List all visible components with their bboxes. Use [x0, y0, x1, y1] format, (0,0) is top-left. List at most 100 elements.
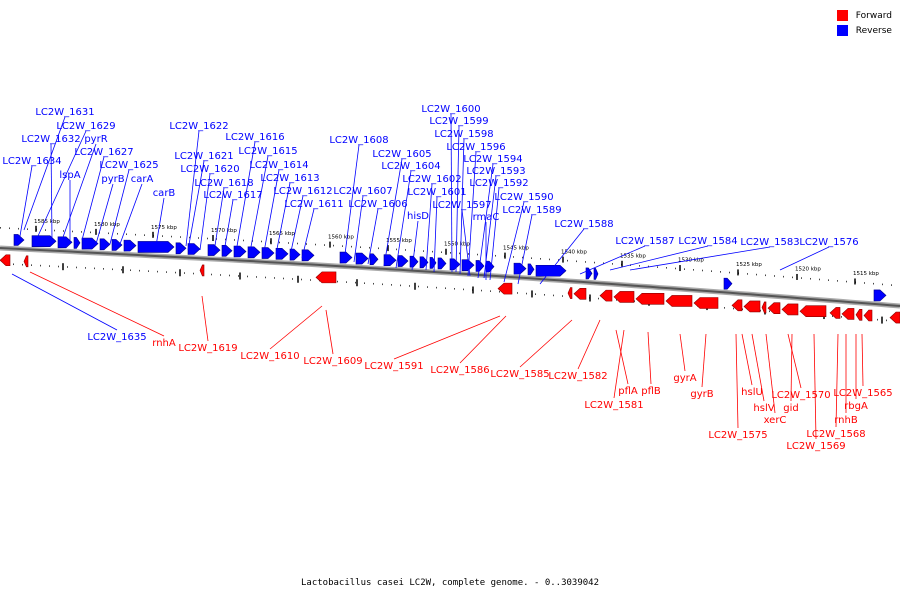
reverse-gene-label-leader [223, 199, 234, 253]
upper-tick [540, 257, 541, 260]
reverse-gene-label: LC2W_1617 [203, 190, 262, 201]
reverse-gene-label-leader [249, 155, 269, 253]
upper-tick [702, 269, 703, 272]
lower-tick [229, 274, 230, 277]
upper-tick [117, 232, 118, 235]
forward-gene-label-leader [577, 319, 601, 370]
upper-tick [756, 273, 757, 276]
lower-tick [337, 280, 338, 283]
upper-tick [828, 279, 829, 281]
upper-tick [9, 227, 10, 230]
upper-tick [675, 267, 676, 270]
scale-label: 1535 kbp [620, 253, 646, 259]
reverse-gene-arrow [593, 268, 599, 280]
reverse-gene-arrow [13, 234, 25, 246]
lower-tick [391, 284, 392, 286]
lower-tick [445, 287, 446, 290]
reverse-gene-label: LC2W_1592 [469, 178, 528, 189]
forward-gene-arrow [573, 287, 587, 300]
forward-gene-arrow [665, 295, 693, 307]
legend-forward-label: Forward [855, 10, 892, 21]
lower-tick [85, 267, 86, 269]
reverse-gene-label: carA [131, 174, 154, 185]
forward-gene-label: rbgA [844, 401, 868, 412]
forward-gene-label: LC2W_1581 [584, 400, 643, 411]
reverse-gene-label-leader [213, 187, 225, 253]
reverse-gene-label: LC2W_1589 [502, 205, 561, 216]
reverse-gene-label: LC2W_1606 [348, 199, 407, 210]
forward-gene-label: xerC [764, 415, 787, 426]
reverse-gene-arrow [233, 245, 247, 258]
upper-tick [558, 259, 559, 261]
reverse-gene-label: LC2W_1631 [35, 107, 94, 118]
upper-tick [522, 256, 523, 259]
upper-tick [225, 238, 226, 241]
forward-gene-arrow [829, 307, 841, 319]
lower-tick [58, 265, 59, 268]
reverse-gene-label: LC2W_1600 [421, 104, 480, 115]
lower-tick [562, 295, 563, 297]
reverse-gene-arrow [369, 253, 379, 266]
reverse-gene-label-leader [425, 183, 433, 271]
reverse-gene-label: LC2W_1634 [2, 156, 61, 167]
reverse-gene-label: LC2W_1632 [21, 134, 80, 145]
legend-reverse: Reverse [836, 23, 892, 38]
reverse-gene-label: LC2W_1620 [180, 164, 239, 175]
lower-tick [40, 264, 41, 267]
genome-backbone-shadow [0, 245, 900, 309]
forward-gene-label: pflA [618, 386, 638, 397]
upper-tick [18, 227, 19, 230]
scale-label: 1545 kbp [503, 245, 529, 251]
lower-tick [616, 299, 617, 301]
reverse-gene-arrow [485, 260, 495, 273]
upper-tick [549, 258, 550, 261]
scale-label: 1580 kbp [94, 222, 120, 228]
reverse-gene-arrow [261, 247, 275, 259]
lower-tick [490, 290, 491, 292]
upper-tick [333, 244, 334, 247]
reverse-gene-arrow [527, 263, 535, 276]
forward-gene-label: LC2W_1586 [430, 365, 489, 376]
upper-tick [108, 232, 109, 235]
reverse-gene-arrow [73, 237, 81, 249]
reverse-gene-arrow [461, 259, 475, 271]
reverse-gene-label-leader [50, 143, 53, 241]
lower-tick [292, 278, 293, 280]
lower-tick [427, 286, 428, 288]
forward-gene-arrow [497, 282, 513, 295]
upper-tick [729, 271, 730, 274]
reverse-gene-arrow [275, 248, 289, 260]
lower-tick [211, 273, 212, 276]
upper-tick [252, 240, 253, 242]
reverse-gene-label-leader [109, 169, 130, 245]
forward-gene-label-leader [679, 333, 686, 372]
reverse-gene-label: lspA [59, 170, 80, 181]
lower-tick [301, 278, 302, 281]
upper-tick [54, 229, 55, 232]
forward-gene-label-leader [790, 333, 793, 402]
forward-gene-label: LC2W_1609 [303, 356, 362, 367]
reverse-gene-label-leader [489, 187, 500, 281]
upper-tick [864, 282, 865, 284]
lower-tick [733, 307, 734, 310]
lower-tick [769, 310, 770, 313]
upper-tick [216, 238, 217, 240]
upper-tick [351, 245, 352, 248]
forward-gene-label: LC2W_1565 [833, 388, 892, 399]
upper-tick [171, 235, 172, 238]
scale-label: 1560 kbp [328, 235, 354, 241]
reverse-gene-label-leader [395, 170, 412, 269]
upper-tick [45, 229, 46, 231]
lower-tick [157, 270, 158, 273]
upper-tick [396, 248, 397, 251]
reverse-gene-label-leader [155, 197, 165, 247]
legend-forward: Forward [836, 8, 892, 23]
forward-gene-label-leader [459, 315, 507, 364]
upper-tick [279, 241, 280, 244]
upper-tick [648, 265, 649, 268]
upper-tick [72, 230, 73, 233]
lower-tick [598, 297, 599, 300]
upper-tick [810, 277, 811, 280]
reverse-gene-label-leader [95, 183, 114, 245]
reverse-gene-label: LC2W_1599 [429, 116, 488, 127]
